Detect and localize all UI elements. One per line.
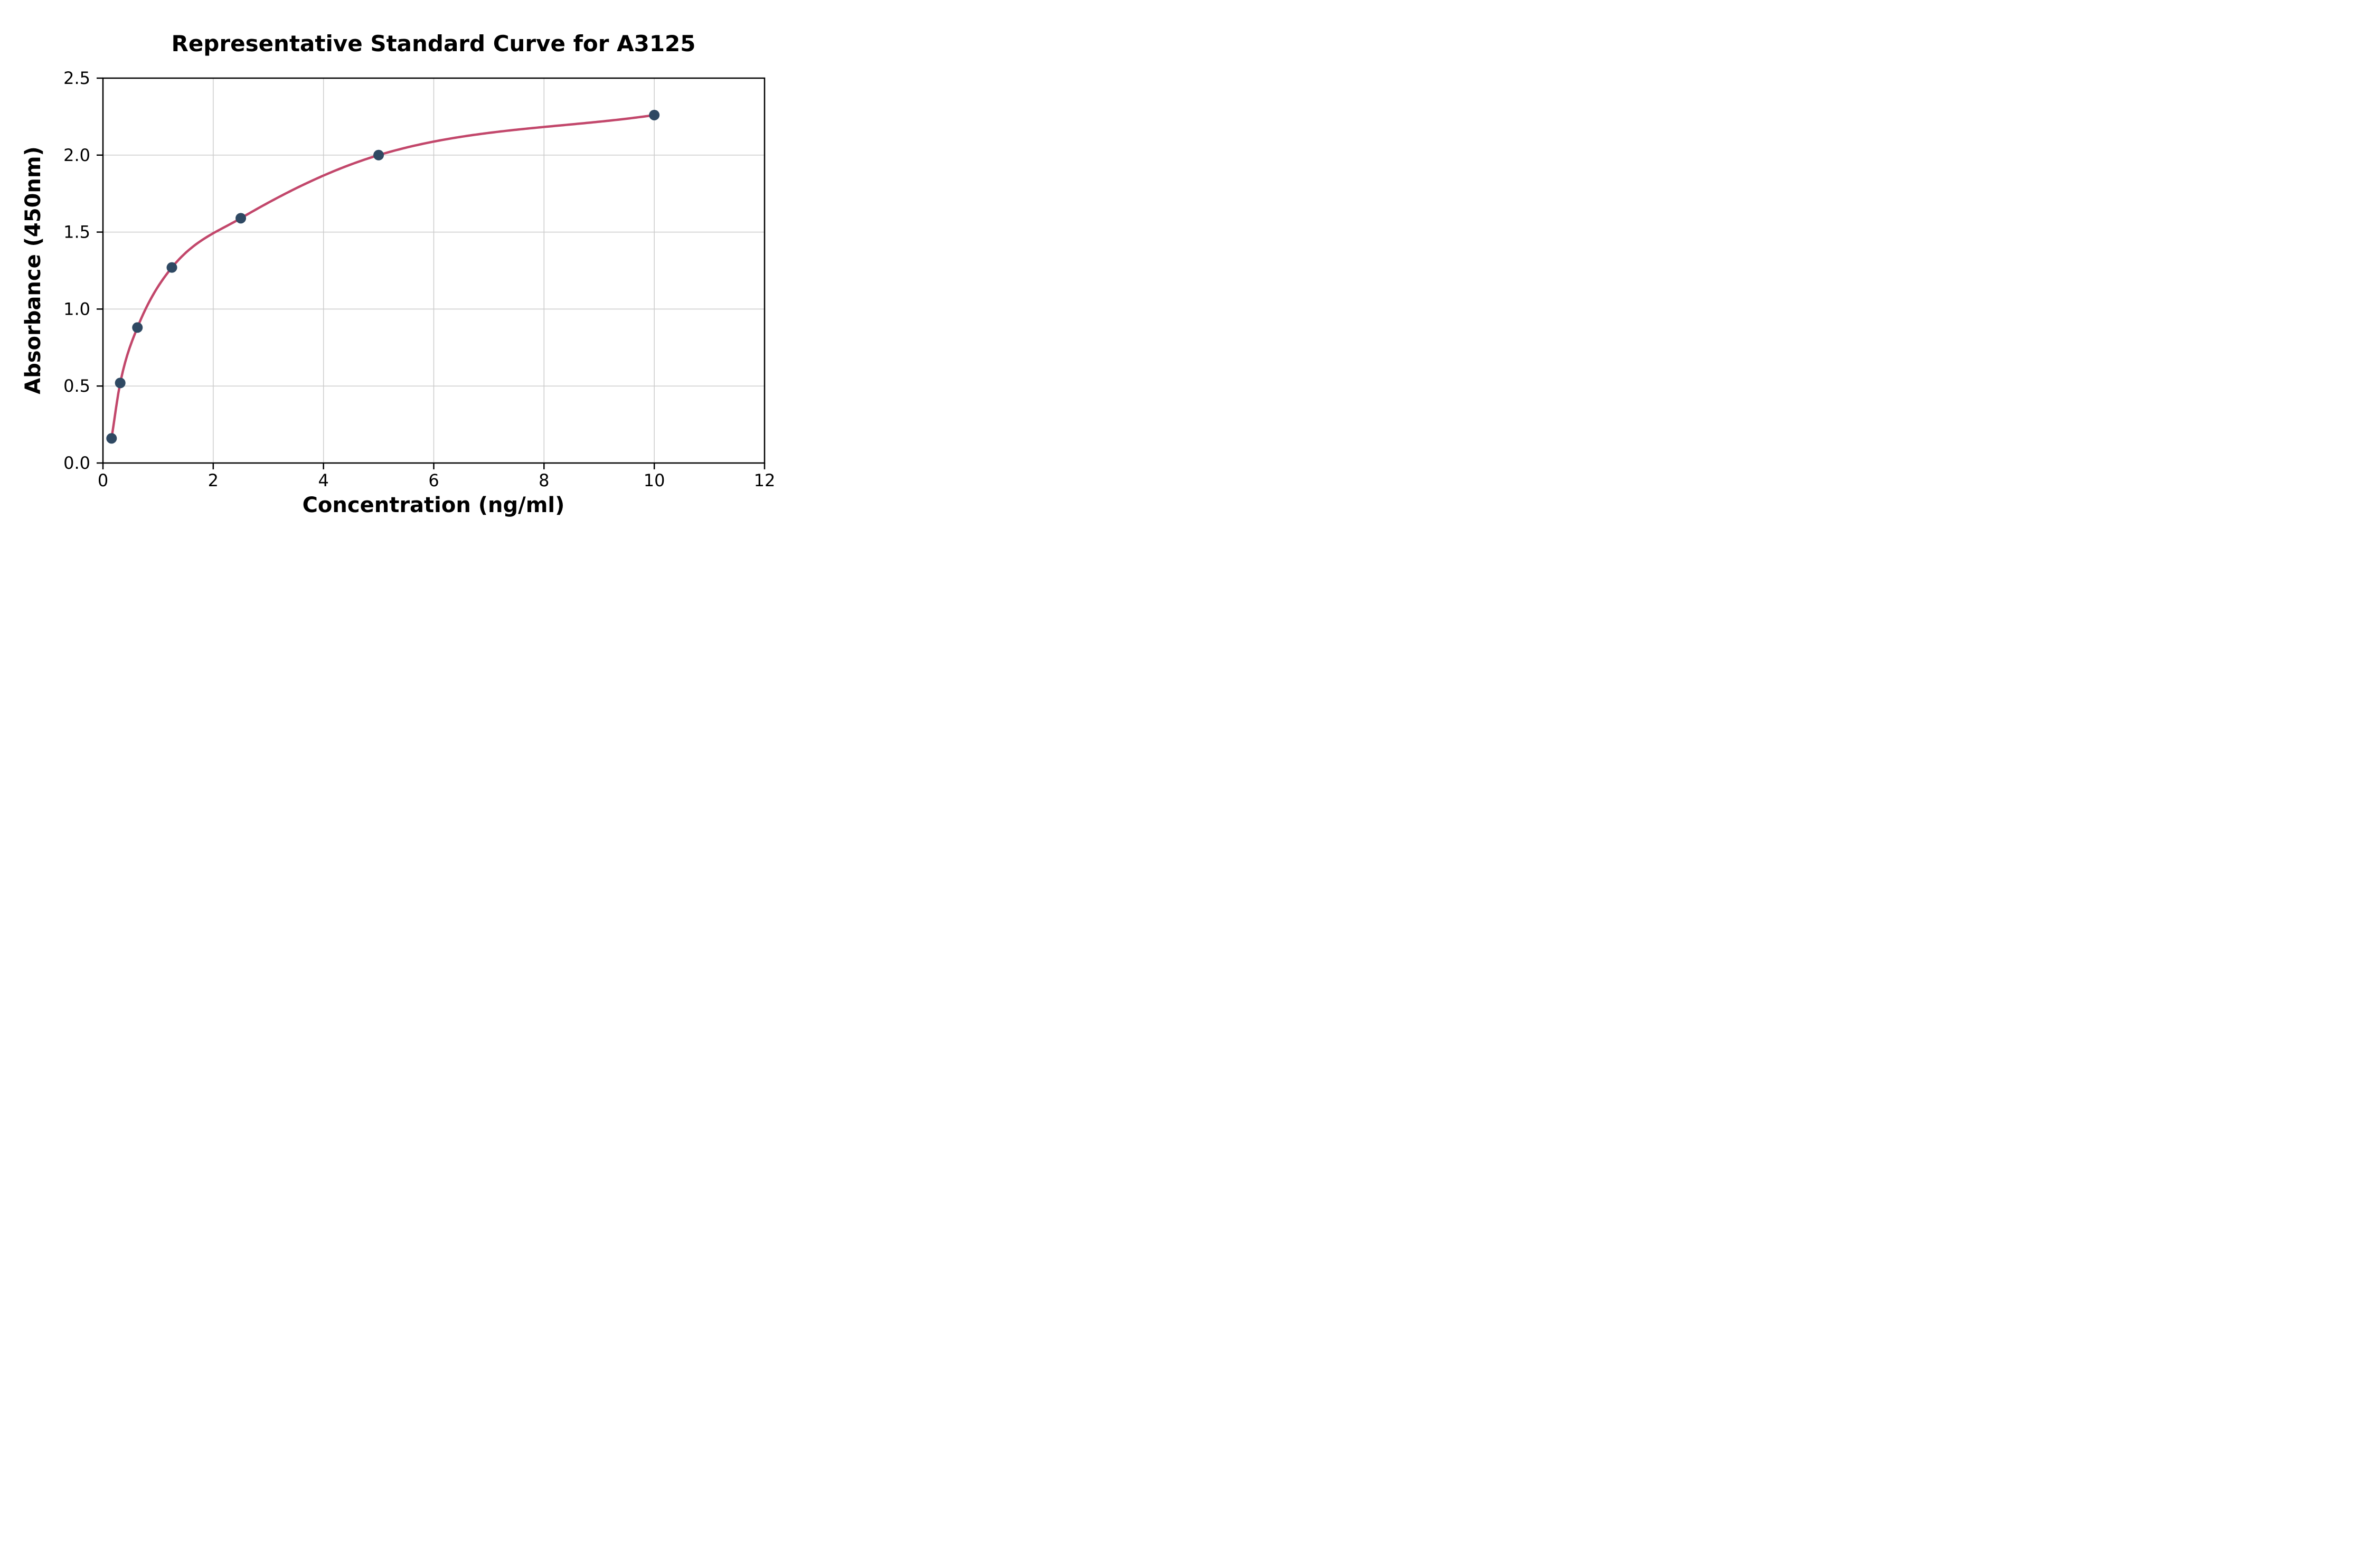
x-tick-label: 0 [98, 470, 108, 490]
chart-title: Representative Standard Curve for A3125 [171, 31, 695, 56]
data-points [106, 109, 660, 444]
x-tick-label: 8 [539, 470, 549, 490]
standard-curve-figure: 0 2 4 6 8 10 12 0.0 0.5 1.0 1.5 2.0 2.5 Representati… [0, 0, 792, 523]
y-tick-label: 2.5 [63, 68, 90, 88]
fit-curve [110, 114, 656, 440]
data-point [106, 433, 117, 444]
axis-ticks [97, 77, 766, 469]
y-tick-label: 1.0 [63, 299, 90, 319]
data-point [115, 377, 126, 389]
data-point [649, 109, 660, 120]
x-tick-label: 10 [644, 470, 665, 490]
tick-labels: 0 2 4 6 8 10 12 0.0 0.5 1.0 1.5 2.0 2.5 [63, 68, 775, 490]
x-axis-label: Concentration (ng/ml) [303, 493, 565, 517]
standard-curve-chart: 0 2 4 6 8 10 12 0.0 0.5 1.0 1.5 2.0 2.5 Representati… [21, 31, 775, 517]
data-point [235, 213, 247, 224]
data-point [166, 262, 177, 273]
y-tick-label: 1.5 [63, 222, 90, 242]
y-tick-label: 0.5 [63, 376, 90, 396]
x-tick-label: 6 [428, 470, 439, 490]
x-tick-label: 2 [208, 470, 219, 490]
data-point [132, 322, 143, 333]
y-tick-label: 2.0 [63, 145, 90, 165]
grid-lines [102, 78, 765, 464]
x-tick-label: 12 [754, 470, 776, 490]
x-tick-label: 4 [318, 470, 328, 490]
y-tick-label: 0.0 [63, 453, 90, 473]
data-point [373, 149, 384, 160]
y-axis-label: Absorbance (450nm) [21, 146, 45, 394]
